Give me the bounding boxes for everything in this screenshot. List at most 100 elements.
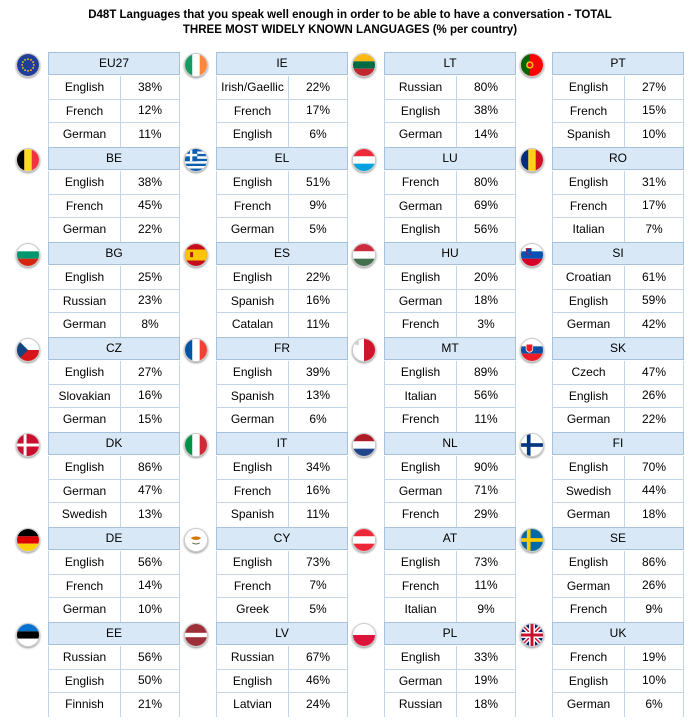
country-cell-lu: LU French 80% German 69% English 56% [350, 147, 516, 242]
language-name: Spanish [217, 289, 289, 312]
netherlands-flag-icon [352, 433, 376, 457]
country-cell-cz: CZ English 27% Slovakian 16% German 15% [14, 337, 180, 432]
language-name: English [385, 218, 457, 242]
country-cell-de: DE English 56% French 14% German 10% [14, 527, 180, 622]
language-row: English 31% [552, 171, 684, 195]
language-name: English [385, 646, 457, 669]
country-code: BE [48, 147, 180, 170]
language-percentage: 21% [137, 697, 163, 712]
portugal-flag-icon [520, 53, 544, 77]
language-percentage: 56% [137, 554, 163, 569]
language-percentage: 15% [641, 103, 667, 118]
language-percentage: 9% [309, 198, 327, 213]
language-percentage: 5% [309, 222, 327, 237]
language-name: English [217, 171, 289, 194]
language-name: Italian [553, 218, 625, 242]
language-percentage: 38% [473, 103, 499, 118]
language-percentage: 56% [137, 649, 163, 664]
language-percentage: 20% [473, 269, 499, 284]
malta-flag-icon [352, 338, 376, 362]
language-percentage: 10% [641, 127, 667, 142]
country-code: LU [384, 147, 516, 170]
language-rows: English 25% Russian 23% German 8% [48, 266, 180, 337]
language-percentage: 25% [137, 269, 163, 284]
language-rows: English 38% French 45% German 22% [48, 171, 180, 242]
language-percentage: 6% [645, 697, 663, 712]
country-code: EL [216, 147, 348, 170]
language-rows: Russian 56% English 50% Finnish 21% [48, 646, 180, 717]
country-cell-dk: DK English 86% German 47% Swedish 13% [14, 432, 180, 527]
language-name: English [217, 456, 289, 479]
slovakia-flag-icon [520, 338, 544, 362]
eu-flag-icon [16, 53, 40, 77]
language-row: Irish/Gaellic 22% [216, 76, 348, 100]
language-row: French 7% [216, 574, 348, 598]
language-name: Swedish [553, 479, 625, 502]
language-name: English [385, 456, 457, 479]
language-percentage: 19% [473, 673, 499, 688]
language-row: German 14% [384, 123, 516, 147]
language-name: English [217, 123, 289, 147]
language-name: French [385, 574, 457, 597]
country-cell-ie: IE Irish/Gaellic 22% French 17% English 6% [182, 52, 348, 147]
language-row: English 50% [48, 669, 180, 693]
country-code: EU27 [48, 52, 180, 75]
country-cell-es: ES English 22% Spanish 16% Catalan 11% [182, 242, 348, 337]
language-name: English [49, 171, 121, 194]
bulgaria-flag-icon [16, 243, 40, 267]
country-code: EE [48, 622, 180, 645]
language-row: French 17% [552, 194, 684, 218]
language-name: English [217, 669, 289, 692]
country-code: SI [552, 242, 684, 265]
language-percentage: 67% [305, 649, 331, 664]
language-name: English [49, 551, 121, 574]
language-row: Swedish 13% [48, 503, 180, 527]
language-name: German [553, 693, 625, 717]
country-code: FR [216, 337, 348, 360]
language-percentage: 6% [309, 127, 327, 142]
language-name: Russian [217, 646, 289, 669]
title-line-1: D48T Languages that you speak well enoug… [88, 9, 612, 21]
language-rows: English 31% French 17% Italian 7% [552, 171, 684, 242]
language-row: German 47% [48, 479, 180, 503]
country-cell-sk: SK Czech 47% English 26% German 22% [518, 337, 684, 432]
language-row: French 16% [216, 479, 348, 503]
language-row: German 22% [552, 408, 684, 432]
language-name: English [385, 99, 457, 122]
language-percentage: 44% [641, 483, 667, 498]
language-percentage: 18% [473, 697, 499, 712]
language-percentage: 7% [645, 222, 663, 237]
language-rows: English 90% German 71% French 29% [384, 456, 516, 527]
language-name: German [217, 408, 289, 432]
language-name: French [49, 99, 121, 122]
country-cell-bg: BG English 25% Russian 23% German 8% [14, 242, 180, 337]
language-rows: English 89% Italian 56% French 11% [384, 361, 516, 432]
country-cell-ee: EE Russian 56% English 50% Finnish 21% [14, 622, 180, 717]
language-percentage: 9% [477, 602, 495, 617]
language-row: English 86% [48, 456, 180, 480]
country-cell-pt: PT English 27% French 15% Spanish 10% [518, 52, 684, 147]
language-name: Italian [385, 384, 457, 407]
language-name: French [385, 313, 457, 337]
language-row: German 18% [552, 503, 684, 527]
language-name: Slovakian [49, 384, 121, 407]
language-name: English [49, 76, 121, 99]
language-name: English [49, 669, 121, 692]
language-name: Italian [385, 598, 457, 622]
country-cell-lv: LV Russian 67% English 46% Latvian 24% [182, 622, 348, 717]
country-cell-uk: UK French 19% English 10% German 6% [518, 622, 684, 717]
language-row: English 10% [552, 669, 684, 693]
language-name: English [553, 171, 625, 194]
language-percentage: 11% [306, 317, 330, 332]
language-percentage: 16% [305, 483, 331, 498]
country-cell-se: SE English 86% German 26% French 9% [518, 527, 684, 622]
language-row: French 45% [48, 194, 180, 218]
title-line-2: THREE MOST WIDELY KNOWN LANGUAGES (% per… [182, 24, 518, 36]
language-row: German 19% [384, 669, 516, 693]
language-row: French 3% [384, 313, 516, 337]
language-percentage: 80% [473, 174, 499, 189]
language-name: German [49, 408, 121, 432]
language-name: German [385, 669, 457, 692]
language-rows: English 51% French 9% German 5% [216, 171, 348, 242]
language-percentage: 16% [305, 293, 331, 308]
